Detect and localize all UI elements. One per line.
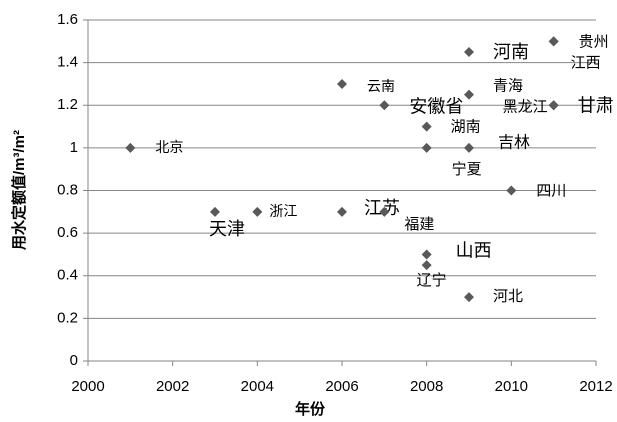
point-label: 河北 (493, 287, 523, 305)
point-label: 山西 (456, 240, 492, 261)
point (210, 206, 220, 217)
point (421, 121, 432, 132)
point-label: 甘肃 (578, 95, 614, 116)
x-tick-label: 2010 (495, 378, 528, 395)
point-label: 江苏 (364, 198, 400, 219)
y-tick-label: 0 (70, 352, 78, 369)
y-tick-label: 1.4 (57, 54, 78, 71)
y-tick-label: 1 (70, 139, 78, 156)
y-axis-label: 用水定额值/m³/m² (10, 130, 28, 250)
point-label: 北京 (155, 140, 183, 156)
x-tick-label: 2000 (71, 378, 104, 395)
point (337, 206, 347, 217)
point-label: 贵州 (579, 32, 609, 50)
x-tick-label: 2002 (156, 378, 189, 395)
point-label: 浙江 (269, 204, 297, 220)
point-label: 湖南 (451, 118, 481, 136)
point (379, 100, 390, 111)
point (252, 206, 263, 217)
point-label: 黑龙江 (503, 97, 548, 115)
point-label: 吉林 (498, 132, 530, 151)
y-tick-label: 0.4 (57, 267, 78, 284)
point (337, 78, 347, 89)
point (379, 206, 390, 217)
y-tick-label: 0.6 (57, 224, 78, 241)
point-label: 云南 (367, 79, 395, 95)
x-tick-label: 2004 (241, 378, 274, 395)
point (548, 100, 559, 111)
point-label: 天津 (209, 219, 245, 240)
point (464, 46, 474, 57)
point (421, 260, 432, 271)
point-label: 福建 (404, 215, 434, 233)
y-tick-label: 1.6 (57, 11, 78, 28)
x-axis-label: 年份 (295, 400, 326, 418)
point-label: 辽宁 (417, 271, 447, 289)
x-tick-label: 2012 (579, 378, 612, 395)
point (548, 36, 559, 47)
point-label: 四川 (536, 182, 566, 200)
point (421, 142, 432, 153)
point-label: 江西 (571, 53, 601, 71)
point-label: 安徽省 (409, 96, 463, 117)
point (506, 185, 517, 196)
y-tick-label: 0.8 (57, 181, 78, 198)
y-tick-label: 0.2 (57, 309, 78, 326)
point (464, 292, 474, 303)
point-label: 河南 (493, 42, 529, 63)
y-tick-label: 1.2 (57, 96, 78, 113)
point-label: 宁夏 (452, 160, 482, 178)
x-tick-label: 2008 (410, 378, 443, 395)
x-tick-label: 2006 (325, 378, 358, 395)
point (464, 142, 474, 153)
point (464, 89, 474, 100)
point (421, 249, 432, 260)
point-label: 青海 (493, 77, 523, 95)
point (125, 142, 136, 153)
